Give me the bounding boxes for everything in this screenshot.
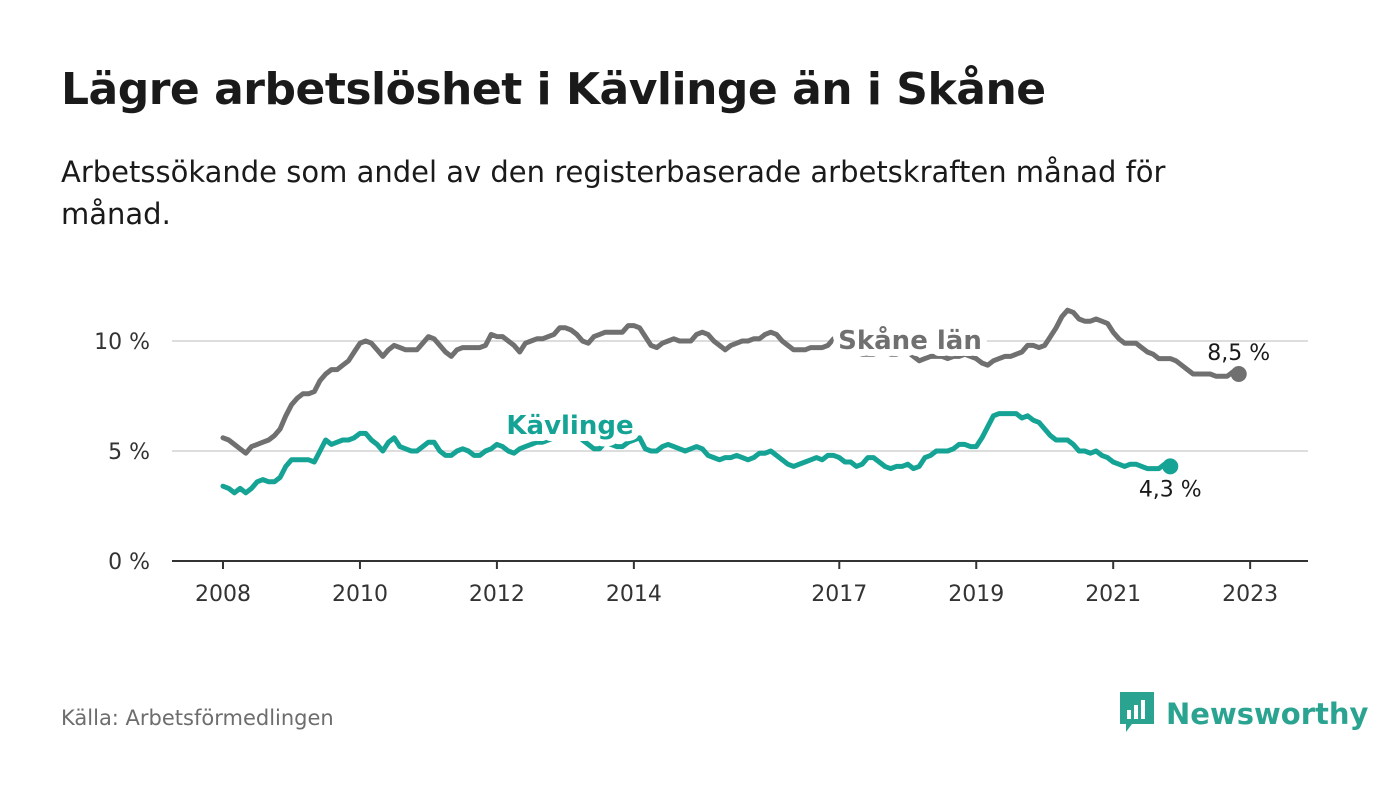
x-tick-label: 2021 xyxy=(1085,582,1141,607)
x-tick-label: 2014 xyxy=(606,582,662,607)
y-tick-label: 0 % xyxy=(108,550,150,575)
chart-title: Lägre arbetslöshet i Kävlinge än i Skåne xyxy=(61,64,1046,115)
x-tick-label: 2008 xyxy=(195,582,251,607)
series-label-skane: Skåne län xyxy=(838,324,982,356)
x-tick-label: 2019 xyxy=(948,582,1004,607)
x-tick-label: 2017 xyxy=(811,582,867,607)
brand-name: Newsworthy xyxy=(1166,697,1369,731)
label-layer: 0 % 5 % 10 % 2008 2010 2012 2014 2017 2019 2021 20… xyxy=(94,317,1278,607)
series-end-value-kavlinge: 4,3 % xyxy=(1139,477,1202,502)
brand-logo: Newsworthy xyxy=(1118,690,1368,738)
chart-subtitle: Arbetssökande som andel av den registerb… xyxy=(61,155,1166,231)
series-end-value-skane: 8,5 % xyxy=(1207,341,1270,366)
y-tick-label: 5 % xyxy=(108,440,150,465)
source-note: Källa: Arbetsförmedlingen xyxy=(61,706,334,730)
series-label-kavlinge: Kävlinge xyxy=(506,411,633,441)
series-label-halo: Kävlinge xyxy=(506,411,633,441)
series-endpoint-skane xyxy=(1230,366,1247,382)
series-line-skane xyxy=(220,307,1242,456)
x-tick-label: 2023 xyxy=(1222,582,1278,607)
x-tick-label: 2012 xyxy=(469,582,525,607)
series-line-kavlinge xyxy=(220,411,1173,496)
series-endpoint-kavlinge xyxy=(1162,458,1179,475)
x-tick-label: 2010 xyxy=(332,582,388,607)
newsworthy-logo-icon xyxy=(1118,690,1156,738)
series-layer xyxy=(220,307,1247,496)
y-tick-label: 10 % xyxy=(94,330,150,355)
